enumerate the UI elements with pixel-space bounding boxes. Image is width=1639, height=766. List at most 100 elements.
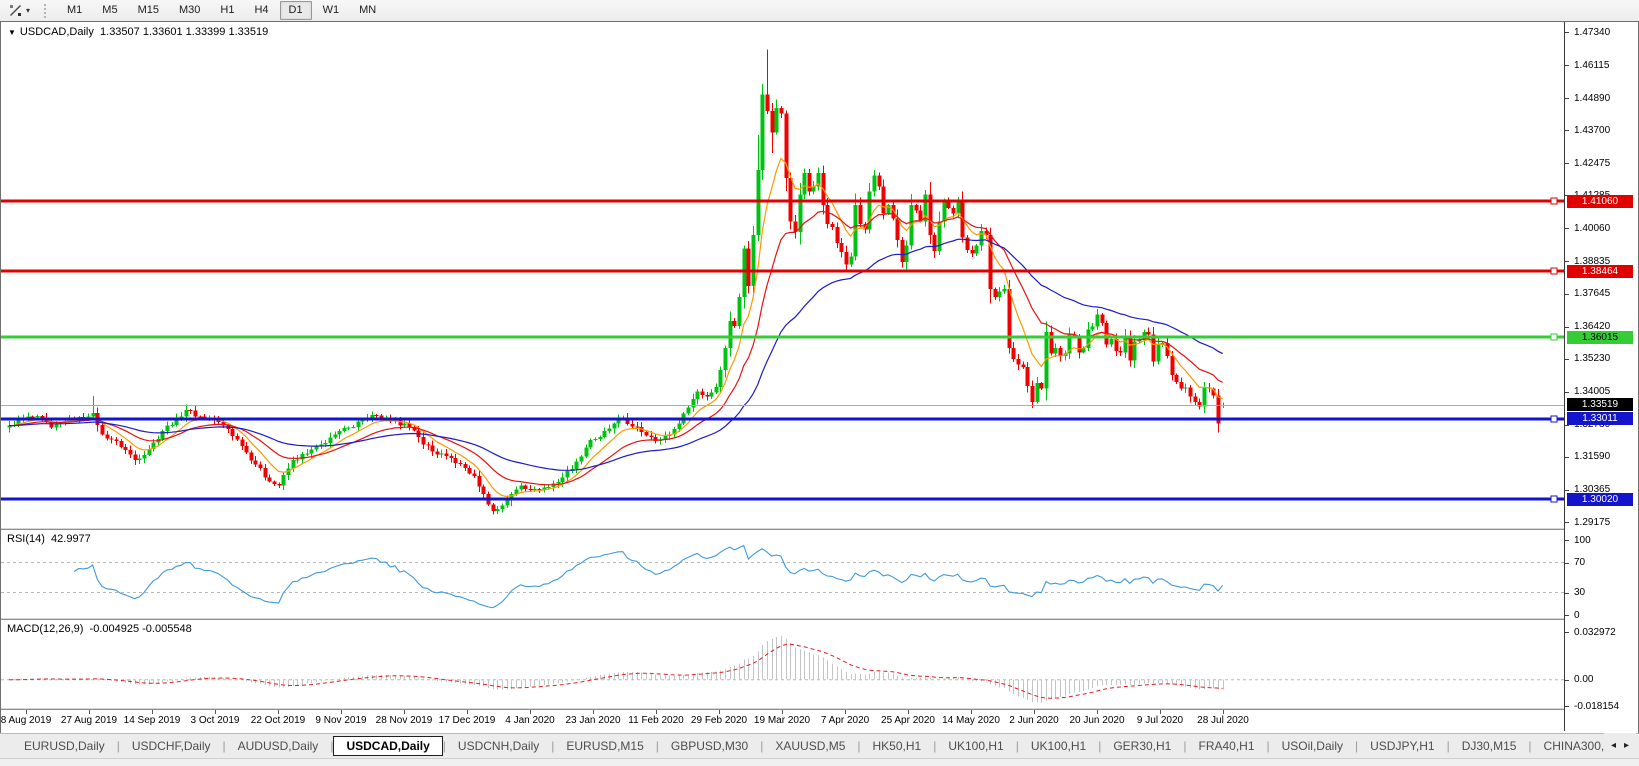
date-tick-mark (719, 710, 720, 714)
crosshair-tool-button[interactable]: ▾ (4, 2, 34, 19)
rsi-tick-label: 0 (1574, 609, 1580, 621)
rsi-indicator-label: RSI(14) (7, 533, 45, 545)
date-label: 4 Jan 2020 (505, 715, 555, 726)
date-label: 14 Sep 2019 (123, 715, 181, 726)
chart-title-row: ▼ USDCAD,Daily 1.33507 1.33601 1.33399 1.… (8, 26, 268, 38)
price-tick-label: 1.36420 (1574, 321, 1611, 333)
tab-xauusd-m5[interactable]: XAUUSD,M5 (775, 739, 846, 753)
tab-audusd-daily[interactable]: AUDUSD,Daily (237, 739, 319, 753)
axis-tick-mark (1565, 632, 1569, 633)
tab-dj30-m15[interactable]: DJ30,M15 (1461, 739, 1517, 753)
tab-usdcnh-daily[interactable]: USDCNH,Daily (457, 739, 540, 753)
candles-layer (7, 49, 1226, 515)
pane-splitter[interactable] (1, 528, 1636, 530)
price-tick-label: 1.40060 (1574, 222, 1611, 234)
tabs-scroll-right-icon[interactable]: ▸ (1623, 740, 1629, 751)
axis-tick-mark (1565, 130, 1569, 131)
axis-tick-mark (1565, 228, 1569, 229)
price-tick-label: 1.46115 (1574, 59, 1610, 71)
tab-hk50-h1[interactable]: HK50,H1 (872, 739, 922, 753)
date-tick-mark (278, 710, 279, 714)
axis-tick-mark (1565, 392, 1569, 393)
toolbar-grip (44, 3, 49, 18)
macd-indicator-label: MACD(12,26,9) (7, 623, 84, 635)
timeframe-button-h4[interactable]: H4 (254, 4, 269, 16)
date-label: 2 Jun 2020 (1009, 715, 1059, 726)
tab-eurusd-daily[interactable]: EURUSD,Daily (24, 739, 105, 753)
price-axis[interactable]: 1.473401.461151.448901.437001.424751.412… (1564, 22, 1636, 731)
pane-splitter (1, 708, 1636, 710)
price-tick-label: 1.47340 (1574, 26, 1611, 38)
rsi-label-row: RSI(14) 42.9977 (7, 533, 91, 545)
price-tick-label: 1.29175 (1574, 516, 1611, 528)
chart-title: USDCAD,Daily (19, 26, 94, 38)
date-label: 17 Dec 2019 (438, 715, 496, 726)
timeframe-button-m15[interactable]: M15 (137, 4, 159, 16)
timeframe-button-h1[interactable]: H1 (220, 4, 235, 16)
date-tick-mark (467, 710, 468, 714)
crosshair-icon (8, 3, 23, 18)
tab-divider: | (857, 739, 861, 753)
axis-tick-mark (1565, 457, 1569, 458)
tab-usdjpy-h1[interactable]: USDJPY,H1 (1370, 739, 1435, 753)
price-badge: 1.41060 (1567, 194, 1633, 208)
hline-handle (1550, 197, 1558, 205)
timeframe-button-m1[interactable]: M1 (67, 4, 83, 16)
price-tick-label: 1.42475 (1574, 157, 1611, 169)
tab-gbpusd-m30[interactable]: GBPUSD,M30 (670, 739, 749, 753)
price-tick-label: 1.37645 (1574, 288, 1611, 300)
date-tick-mark (215, 710, 216, 714)
date-axis[interactable]: 8 Aug 2019 27 Aug 2019 14 Sep 2019 3 Oct 20… (1, 710, 1564, 731)
tab-usdcad-daily[interactable]: USDCAD,Daily (333, 736, 443, 756)
main-chart-pane[interactable]: ▼ USDCAD,Daily 1.33507 1.33601 1.33399 1.… (1, 22, 1636, 528)
price-badge: 1.33011 (1567, 412, 1633, 426)
horizontal-lines-layer[interactable] (1, 197, 1564, 503)
tab-uk100-h1[interactable]: UK100,H1 (1030, 739, 1087, 753)
tab-divider: | (551, 739, 555, 753)
timeframe-button-w1[interactable]: W1 (322, 4, 340, 16)
statusbar (0, 758, 1639, 766)
price-tick-label: 1.35230 (1574, 353, 1611, 365)
timeframe-button-mn[interactable]: MN (359, 4, 377, 16)
pane-splitter[interactable] (1, 618, 1636, 620)
rsi-pane[interactable]: RSI(14) 42.9977 (1, 530, 1636, 618)
rsi-tick-label: 70 (1574, 557, 1586, 568)
tab-uk100-h1[interactable]: UK100,H1 (948, 739, 1004, 753)
macd-signal-line (9, 643, 1223, 699)
chart-ohlc-values: 1.33507 1.33601 1.33399 1.33519 (100, 26, 269, 38)
timeframe-button-d1[interactable]: D1 (279, 1, 312, 20)
price-tick-label: 1.44890 (1574, 92, 1611, 104)
tab-fra40-h1[interactable]: FRA40,H1 (1198, 739, 1255, 753)
tab-china300-h4[interactable]: CHINA300,H4 (1543, 739, 1620, 753)
tab-divider: | (1098, 739, 1102, 753)
date-label: 20 Jun 2020 (1069, 715, 1125, 726)
chart-dropdown-icon[interactable]: ▼ (8, 28, 16, 37)
axis-tick-mark (1565, 540, 1569, 541)
top-toolbar: ▾ M1 M5 M15 M30 H1 H4 D1 W1 MN (0, 0, 1639, 22)
date-tick-mark (26, 710, 27, 714)
chevron-down-icon[interactable]: ▾ (26, 6, 31, 15)
tab-divider: | (1446, 739, 1450, 753)
axis-tick-mark (1565, 359, 1569, 360)
chart-tabbar: EURUSD,Daily | USDCHF,Daily | AUDUSD,Daily | U… (0, 733, 1639, 758)
macd-pane[interactable]: MACD(12,26,9) -0.004925 -0.005548 (1, 620, 1636, 708)
timeframe-button-m30[interactable]: M30 (178, 4, 201, 16)
axis-tick-mark (1565, 563, 1569, 564)
price-tick-label: 1.38835 (1574, 255, 1611, 267)
price-tick-label: 1.30365 (1574, 484, 1611, 496)
tabs-scroll-left-icon[interactable]: ◂ (1610, 740, 1616, 751)
tab-usdchf-daily[interactable]: USDCHF,Daily (131, 739, 211, 753)
tab-eurusd-m15[interactable]: EURUSD,M15 (566, 739, 644, 753)
axis-tick-mark (1565, 593, 1569, 594)
rsi-tick-label: 100 (1574, 534, 1591, 546)
moving-averages-layer (8, 157, 1223, 498)
timeframe-button-m5[interactable]: M5 (102, 4, 118, 16)
macd-values: -0.004925 -0.005548 (89, 623, 192, 635)
tab-usoil-daily[interactable]: USOil,Daily (1281, 739, 1343, 753)
date-label: 14 May 2020 (942, 715, 1000, 726)
macd-tick-label: 0.032972 (1574, 626, 1616, 638)
date-label: 9 Jul 2020 (1136, 715, 1184, 726)
price-plot[interactable] (1, 22, 1564, 528)
axis-tick-mark (1565, 706, 1569, 707)
tab-ger30-h1[interactable]: GER30,H1 (1113, 739, 1172, 753)
